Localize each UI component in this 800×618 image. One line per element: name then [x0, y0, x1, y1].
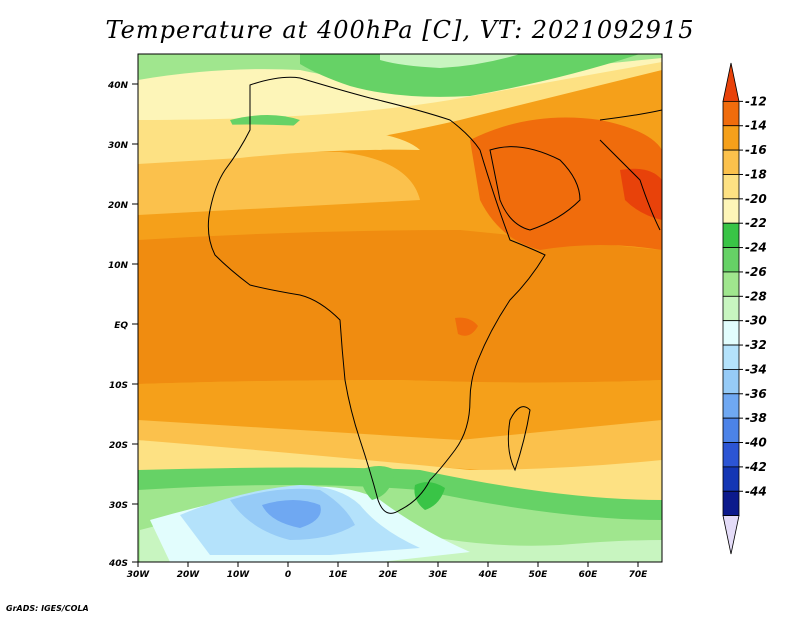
colorbar-label: -36: [745, 387, 767, 401]
colorbar-swatch: [722, 222, 740, 248]
colorbar-swatch: [722, 417, 740, 443]
colorbar-swatch: [722, 271, 740, 297]
lat-label: 20S: [109, 441, 128, 451]
lon-label: 10E: [329, 570, 349, 580]
colorbar-swatch: [722, 149, 740, 175]
colorbar-label: -44: [745, 484, 767, 498]
lat-label: 10N: [108, 261, 129, 271]
colorbar-arrow-bottom: [722, 515, 740, 555]
colorbar-arrow-top: [722, 62, 740, 102]
colorbar-label: -32: [745, 338, 767, 352]
colorbar-swatch: [722, 320, 740, 346]
lat-label: 10S: [109, 381, 128, 391]
colorbar: -12 -14 -16 -18 -20 -22 -24 -26 -28 -30 -32 -34 -36 -…: [722, 62, 767, 555]
colorbar-swatch: [722, 369, 740, 395]
lat-label: 30S: [109, 501, 128, 511]
colorbar-swatch: [722, 442, 740, 468]
colorbar-label: -28: [745, 289, 767, 303]
colorbar-label: -16: [745, 143, 767, 157]
lat-label: EQ: [114, 321, 128, 331]
lon-label: 0: [285, 570, 291, 580]
lon-label: 20W: [177, 570, 201, 580]
lon-label: 70E: [629, 570, 649, 580]
map-frame: [137, 53, 663, 563]
lon-label: 20E: [379, 570, 399, 580]
colorbar-label: -38: [745, 411, 767, 425]
lon-label: 50E: [529, 570, 549, 580]
colorbar-swatch: [722, 174, 740, 200]
colorbar-swatch: [722, 393, 740, 419]
colorbar-swatch: [722, 466, 740, 492]
colorbar-swatch: [722, 100, 740, 127]
map-title: Temperature at 400hPa [C], VT: 202109291…: [105, 16, 695, 44]
coastline: [207, 76, 662, 514]
colorbar-swatch: [722, 247, 740, 273]
credit-text: GrADS: IGES/COLA: [6, 604, 89, 613]
colorbar-label: -26: [745, 265, 767, 279]
lat-label: 40S: [108, 559, 128, 569]
lat-label: 40N: [107, 81, 129, 91]
colorbar-label: -40: [745, 436, 767, 450]
colorbar-swatch: [722, 125, 740, 151]
temperature-field: [138, 54, 662, 562]
colorbar-label: -22: [745, 216, 767, 230]
lon-label: 30W: [127, 570, 151, 580]
colorbar-label: -12: [745, 94, 767, 108]
colorbar-swatch: [722, 198, 740, 224]
lat-label: 30N: [108, 141, 129, 151]
colorbar-label: -30: [745, 314, 767, 328]
colorbar-label: -20: [745, 192, 767, 206]
lat-axis: 40N 30N 20N 10N EQ 10S 20S 30S 40S: [107, 81, 138, 569]
lat-label: 20N: [108, 201, 129, 211]
lon-label: 30E: [429, 570, 449, 580]
colorbar-label: -14: [745, 119, 767, 133]
colorbar-swatch: [722, 344, 740, 370]
lon-axis: 30W 20W 10W 0 10E 20E 30E 40E 50E 60E 70…: [127, 562, 648, 580]
colorbar-swatch: [722, 490, 740, 517]
colorbar-label: -34: [745, 362, 767, 376]
colorbar-label: -24: [745, 241, 767, 255]
lon-label: 40E: [478, 570, 499, 580]
colorbar-swatch: [722, 295, 740, 322]
colorbar-label: -18: [745, 167, 767, 181]
colorbar-label: -42: [745, 460, 767, 474]
lon-label: 60E: [579, 570, 599, 580]
lon-label: 10W: [227, 570, 251, 580]
